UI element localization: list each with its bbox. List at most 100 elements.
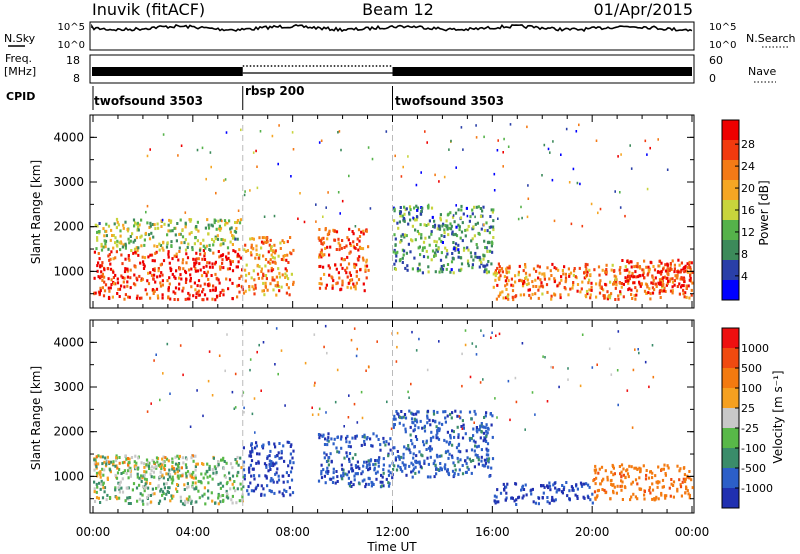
data-cell-0-2 bbox=[277, 254, 280, 258]
data-cell-0-6 bbox=[628, 287, 631, 291]
data-cell-1-6 bbox=[597, 471, 600, 475]
data-cell-1-6 bbox=[628, 464, 631, 468]
sparse-cell-0 bbox=[503, 137, 505, 141]
data-cell-1-0 bbox=[225, 495, 228, 499]
data-cell-0-3 bbox=[326, 245, 329, 249]
data-cell-1-0 bbox=[144, 477, 147, 481]
data-cell-0-0 bbox=[214, 286, 217, 290]
data-cell-0-5 bbox=[584, 265, 587, 268]
sparse-cell-0 bbox=[646, 187, 649, 191]
data-cell-1-3 bbox=[376, 470, 379, 474]
data-cell-0-1 bbox=[224, 223, 227, 227]
data-cell-0-0 bbox=[214, 289, 217, 292]
data-cell-1-4 bbox=[476, 430, 479, 434]
data-cell-1-4 bbox=[485, 447, 488, 451]
data-cell-1-4 bbox=[476, 454, 479, 457]
data-cell-1-0 bbox=[140, 480, 143, 483]
data-cell-0-0 bbox=[136, 278, 139, 282]
data-cell-0-4 bbox=[488, 241, 491, 245]
data-cell-1-0 bbox=[217, 463, 220, 467]
data-cell-1-0 bbox=[152, 470, 155, 474]
data-cell-0-4 bbox=[418, 245, 421, 249]
data-cell-1-4 bbox=[462, 426, 465, 430]
data-cell-1-4 bbox=[429, 447, 432, 451]
data-cell-1-0 bbox=[98, 481, 101, 485]
data-cell-0-2 bbox=[283, 254, 286, 257]
sparse-cell-1 bbox=[275, 327, 278, 330]
data-cell-0-0 bbox=[108, 289, 111, 293]
data-cell-0-5 bbox=[618, 281, 622, 285]
sparse-cell-0 bbox=[367, 146, 370, 149]
sparse-cell-1 bbox=[166, 342, 169, 346]
data-cell-0-0 bbox=[212, 284, 215, 288]
data-cell-0-4 bbox=[415, 215, 419, 219]
data-cell-0-0 bbox=[222, 293, 225, 297]
data-cell-1-0 bbox=[219, 481, 222, 485]
data-cell-0-2 bbox=[258, 265, 261, 269]
data-cell-1-0 bbox=[207, 481, 210, 485]
data-cell-1-0 bbox=[231, 466, 234, 470]
data-cell-1-4 bbox=[470, 437, 473, 440]
data-cell-0-6 bbox=[662, 283, 665, 286]
data-cell-1-4 bbox=[421, 426, 424, 430]
data-cell-0-3 bbox=[352, 240, 355, 244]
data-cell-0-4 bbox=[485, 246, 488, 250]
data-cell-0-5 bbox=[498, 276, 501, 280]
data-cell-1-6 bbox=[620, 470, 623, 474]
data-cell-1-4 bbox=[474, 453, 477, 457]
data-cell-0-4 bbox=[396, 221, 399, 225]
data-cell-0-1 bbox=[136, 228, 139, 232]
data-cell-1-0 bbox=[171, 496, 174, 500]
data-cell-0-6 bbox=[691, 270, 694, 274]
data-cell-0-6 bbox=[673, 283, 676, 287]
data-cell-0-1 bbox=[129, 239, 132, 243]
data-cell-1-4 bbox=[415, 454, 418, 458]
data-cell-0-4 bbox=[410, 238, 413, 242]
data-cell-1-4 bbox=[425, 441, 428, 445]
sparse-cell-0 bbox=[541, 174, 543, 177]
sparse-cell-1 bbox=[648, 385, 650, 389]
data-cell-0-0 bbox=[211, 262, 214, 266]
data-cell-1-5 bbox=[511, 496, 514, 500]
data-cell-0-2 bbox=[275, 293, 278, 297]
data-cell-0-2 bbox=[244, 268, 247, 272]
data-cell-1-1 bbox=[171, 460, 174, 464]
sparse-cell-1 bbox=[274, 363, 276, 366]
data-cell-0-1 bbox=[116, 244, 119, 248]
data-cell-0-1 bbox=[107, 247, 110, 251]
data-cell-0-5 bbox=[682, 292, 685, 296]
data-cell-1-4 bbox=[491, 457, 495, 461]
data-cell-1-0 bbox=[109, 460, 113, 464]
data-cell-1-3 bbox=[320, 472, 323, 476]
data-cell-1-5 bbox=[547, 486, 550, 490]
data-cell-0-6 bbox=[621, 259, 624, 262]
data-cell-0-5 bbox=[527, 282, 530, 286]
data-cell-0-4 bbox=[445, 267, 448, 271]
data-cell-0-0 bbox=[203, 282, 206, 286]
data-cell-0-1 bbox=[167, 229, 170, 233]
data-cell-1-5 bbox=[560, 490, 564, 494]
data-cell-1-4 bbox=[412, 429, 415, 433]
freq-label-1: Freq. bbox=[5, 52, 32, 65]
data-cell-0-5 bbox=[649, 297, 652, 301]
data-cell-0-3 bbox=[347, 238, 350, 242]
data-cell-1-0 bbox=[167, 491, 170, 494]
data-cell-0-1 bbox=[119, 234, 122, 238]
data-cell-0-0 bbox=[198, 262, 201, 266]
data-cell-0-5 bbox=[661, 285, 664, 289]
data-cell-1-0 bbox=[203, 486, 206, 490]
data-cell-1-4 bbox=[472, 459, 475, 462]
data-cell-0-5 bbox=[586, 263, 589, 267]
data-cell-1-0 bbox=[149, 494, 152, 497]
data-cell-1-0 bbox=[215, 470, 218, 474]
data-cell-0-6 bbox=[638, 274, 641, 278]
data-cell-0-4 bbox=[467, 261, 470, 265]
data-cell-0-1 bbox=[170, 240, 173, 244]
data-cell-0-5 bbox=[604, 282, 607, 286]
data-cell-0-4 bbox=[420, 233, 423, 237]
data-cell-0-5 bbox=[664, 275, 667, 279]
sparse-cell-1 bbox=[224, 369, 226, 373]
data-cell-0-1 bbox=[153, 223, 156, 227]
data-cell-1-3 bbox=[354, 464, 357, 468]
data-cell-1-0 bbox=[166, 490, 169, 493]
